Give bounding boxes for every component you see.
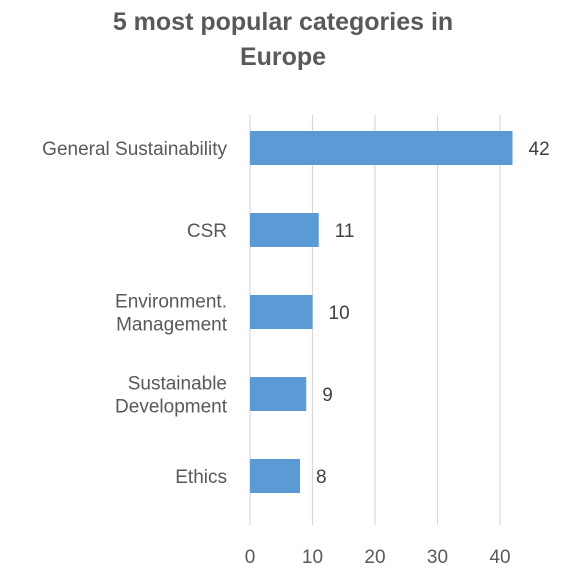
bar-4	[250, 459, 300, 493]
x-axis-ticks: 0 10 20 30 40	[245, 547, 511, 568]
data-labels: 42 11 10 9 8	[316, 139, 550, 488]
bar-0	[250, 131, 513, 165]
chart-title-line-1: 5 most popular categories in	[113, 8, 453, 36]
bar-1	[250, 213, 319, 247]
category-label-0-0: General Sustainability	[42, 139, 227, 160]
data-label-0: 42	[529, 139, 550, 160]
x-tick-label-4: 40	[489, 547, 510, 568]
chart-title-line-2: Europe	[240, 43, 326, 71]
bar-3	[250, 377, 307, 411]
bar-2	[250, 295, 313, 329]
data-label-4: 8	[316, 467, 327, 488]
category-label-3-1: Development	[115, 397, 228, 418]
gridlines	[249, 115, 501, 525]
category-label-2-1: Management	[116, 315, 228, 336]
category-label-2-0: Environment.	[115, 292, 227, 313]
x-tick-label-0: 0	[245, 547, 256, 568]
category-label-4-0: Ethics	[175, 467, 227, 488]
x-tick-label-2: 20	[364, 547, 385, 568]
x-tick-label-1: 10	[302, 547, 323, 568]
data-label-2: 10	[329, 303, 350, 324]
data-label-3: 9	[322, 385, 333, 406]
category-labels: General Sustainability CSR Environment.Man…	[42, 139, 228, 488]
category-label-3-0: Sustainable	[128, 374, 227, 395]
category-label-1-0: CSR	[187, 221, 227, 242]
bars	[250, 131, 513, 493]
x-tick-label-3: 30	[427, 547, 448, 568]
data-label-1: 11	[335, 221, 355, 242]
